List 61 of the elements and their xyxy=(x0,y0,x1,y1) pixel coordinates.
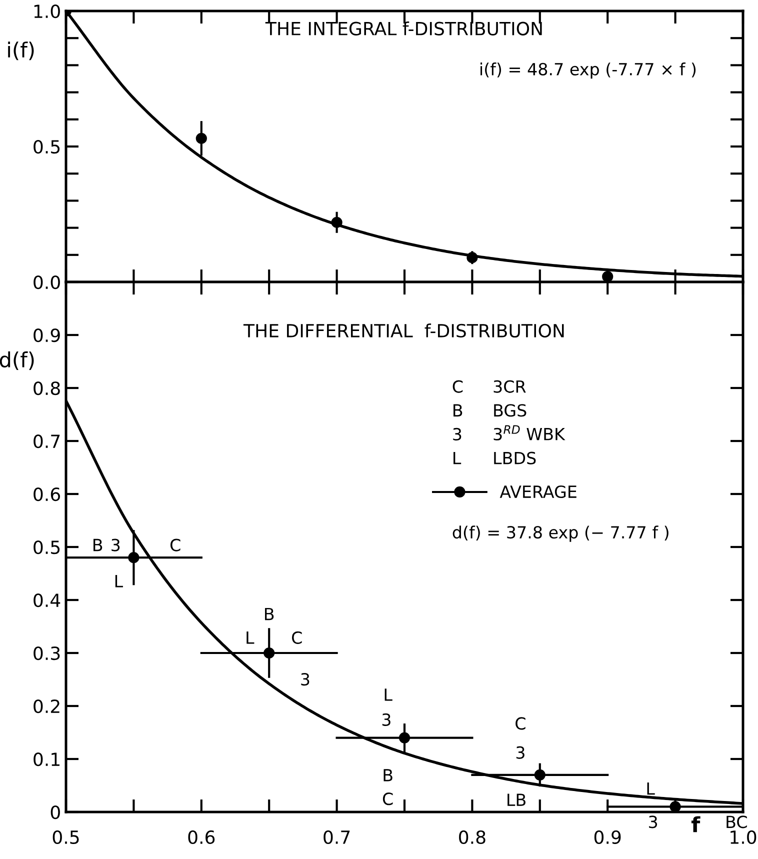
y-tick-label: 0.5 xyxy=(34,540,60,554)
y-tick-label: 0.4 xyxy=(34,593,60,608)
annotation: 3CR xyxy=(494,380,526,393)
text: 3 xyxy=(649,816,658,828)
annotation: 3 xyxy=(516,746,524,759)
annotation: B xyxy=(265,608,274,620)
y-tick-label: 0.0 xyxy=(34,275,60,290)
x-tick-label: 0.6 xyxy=(188,830,215,844)
annotation: C xyxy=(382,792,393,806)
annotation: C xyxy=(170,538,180,552)
point xyxy=(331,216,342,228)
annotation: L xyxy=(454,452,462,464)
legend-label: AVERAGE xyxy=(500,485,576,498)
annotation: B xyxy=(454,404,462,416)
point xyxy=(264,647,275,659)
y-tick-label: 0.9 xyxy=(34,328,60,342)
point xyxy=(128,552,140,564)
x-tick-label: 0.5 xyxy=(52,830,79,844)
point xyxy=(534,769,546,780)
x-tick-label: 1.0 xyxy=(730,830,756,844)
y-tick-label: 0 xyxy=(50,805,60,820)
annotation: L xyxy=(647,782,655,795)
y-tick-label: 0.6 xyxy=(34,487,60,502)
y-tick-label: 0.7 xyxy=(34,434,60,448)
annotation: LB xyxy=(508,794,526,806)
y-tick-label: 0.3 xyxy=(34,646,60,660)
point xyxy=(466,252,478,264)
point xyxy=(398,732,410,744)
annotation: B xyxy=(94,538,102,552)
annotation: 3 xyxy=(453,428,462,441)
chart-title: THE INTEGRAL f-DISTRIBUTION xyxy=(265,21,542,36)
point xyxy=(196,132,207,144)
annotation: BGS xyxy=(494,404,526,417)
annotation: 3 xyxy=(301,673,310,686)
annotation: C xyxy=(452,380,463,393)
annotation: C xyxy=(292,631,302,644)
annotation: 3 xyxy=(112,538,120,552)
y-tick-label: 0.1 xyxy=(34,752,60,766)
y-tick-label: 0.8 xyxy=(34,381,60,396)
x-tick-label: 0.8 xyxy=(459,830,486,844)
annotation: 3 xyxy=(382,713,390,726)
y-axis-title: i(f) xyxy=(8,42,34,60)
annotation: d(f) = 37.8 exp (− 7.77 f ) xyxy=(452,526,668,542)
text: THE DIFFERENTIAL f-DISTRIBUTION xyxy=(243,324,564,338)
y-tick-label: 1.0 xyxy=(34,4,60,18)
y-tick-label: 0.5 xyxy=(34,140,60,154)
annotation: L xyxy=(246,632,254,644)
annotation: i(f) = 48.7 exp (-7.77 × f ) xyxy=(480,62,696,79)
y-tick-label: 0.2 xyxy=(34,699,60,714)
x-tick-label: 0.9 xyxy=(594,830,621,844)
y-axis-title: d(f) xyxy=(0,351,34,370)
annotation: LBDS xyxy=(494,452,536,464)
annotation: B xyxy=(384,769,392,782)
text: BC xyxy=(726,816,747,828)
annotation: 3$^{RD}$ WBK xyxy=(494,425,566,440)
annotation: L xyxy=(384,688,392,701)
point xyxy=(670,801,681,812)
annotation: C xyxy=(516,717,526,730)
annotation: L xyxy=(115,575,123,588)
x-tick-label: 0.7 xyxy=(324,830,350,844)
x-axis-title: f xyxy=(691,816,700,832)
